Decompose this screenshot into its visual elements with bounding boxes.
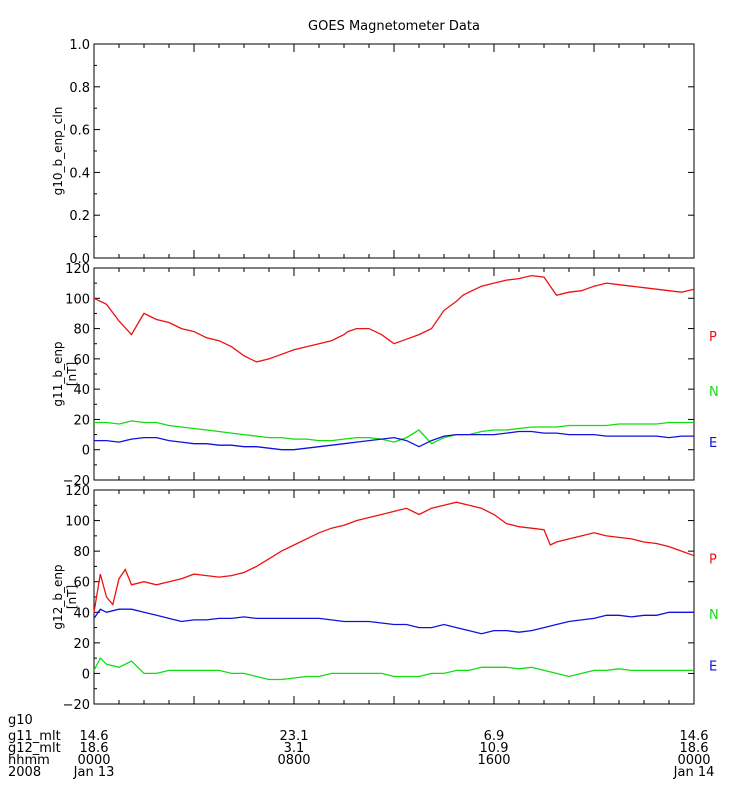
- annotation-value: 0000: [77, 753, 110, 768]
- annotation-value: 3.1: [284, 741, 305, 756]
- ytick-label: 60: [73, 576, 90, 591]
- series-label-N: N: [709, 608, 719, 623]
- ytick-label: 0.4: [69, 166, 90, 181]
- annotation-row-label: g12_mlt: [8, 741, 61, 756]
- ytick-label: 20: [73, 413, 90, 428]
- annotation-value: 1600: [477, 753, 510, 768]
- chart-title: GOES Magnetometer Data: [308, 19, 480, 34]
- annotation-value: 14.6: [80, 729, 109, 744]
- series-line-P: [93, 501, 695, 613]
- ytick-label: −20: [63, 698, 90, 713]
- annotation-value: 10.9: [480, 741, 509, 756]
- y-axis-label: g10_b_enp_cln: [51, 107, 65, 196]
- plot-frame-0: [93, 43, 695, 259]
- ytick-label: 120: [65, 262, 90, 277]
- plot-frame-1: [93, 267, 695, 481]
- annotation-value: Jan 14: [673, 765, 715, 780]
- series-label-E: E: [709, 436, 717, 451]
- ytick-label: 100: [65, 515, 90, 530]
- annotation-row-label: hhmm: [8, 753, 50, 768]
- annotation-row-label: 2008: [8, 765, 41, 780]
- ytick-label: 0: [82, 444, 90, 459]
- y-axis-unit: [nT]: [65, 585, 79, 609]
- series-label-P: P: [709, 552, 717, 567]
- ytick-label: −20: [63, 474, 90, 489]
- annotation-value: 6.9: [484, 729, 505, 744]
- ytick-label: 0.6: [69, 124, 90, 139]
- y-axis-label: g12_b_enp: [51, 564, 65, 629]
- plot-frame-2: [93, 489, 695, 705]
- annotation-value: 0800: [277, 753, 310, 768]
- ytick-label: 80: [73, 545, 90, 560]
- series-line-E: [94, 430, 694, 451]
- annotation-value: 18.6: [80, 741, 109, 756]
- series-line-N: [93, 657, 694, 681]
- ytick-label: 0.0: [69, 252, 90, 267]
- series-label-N: N: [709, 385, 719, 400]
- series-line-N: [94, 420, 694, 445]
- ytick-label: 40: [73, 606, 90, 621]
- series-label-E: E: [709, 659, 717, 674]
- series-line-P: [93, 274, 695, 363]
- series-label-P: P: [709, 330, 717, 345]
- ytick-label: 0.2: [69, 209, 90, 224]
- annotation-value: Jan 13: [73, 765, 115, 780]
- annotation-value: 23.1: [280, 729, 309, 744]
- ytick-label: 120: [65, 484, 90, 499]
- annotation-row-label: g11_mlt: [8, 729, 61, 744]
- annotation-row-label: g10: [8, 713, 33, 728]
- ytick-label: 60: [73, 353, 90, 368]
- ytick-label: 20: [73, 637, 90, 652]
- ytick-label: 1.0: [69, 38, 90, 53]
- ytick-label: 100: [65, 292, 90, 307]
- series-line-E: [93, 608, 694, 635]
- y-axis-unit: [nT]: [65, 362, 79, 386]
- annotation-value: 0000: [677, 753, 710, 768]
- ytick-label: 40: [73, 383, 90, 398]
- annotation-value: 14.6: [680, 729, 709, 744]
- annotation-value: 18.6: [680, 741, 709, 756]
- y-axis-label: g11_b_enp: [51, 341, 65, 406]
- ytick-label: 0: [82, 667, 90, 682]
- ytick-label: 80: [73, 323, 90, 338]
- ytick-label: 0.8: [69, 81, 90, 96]
